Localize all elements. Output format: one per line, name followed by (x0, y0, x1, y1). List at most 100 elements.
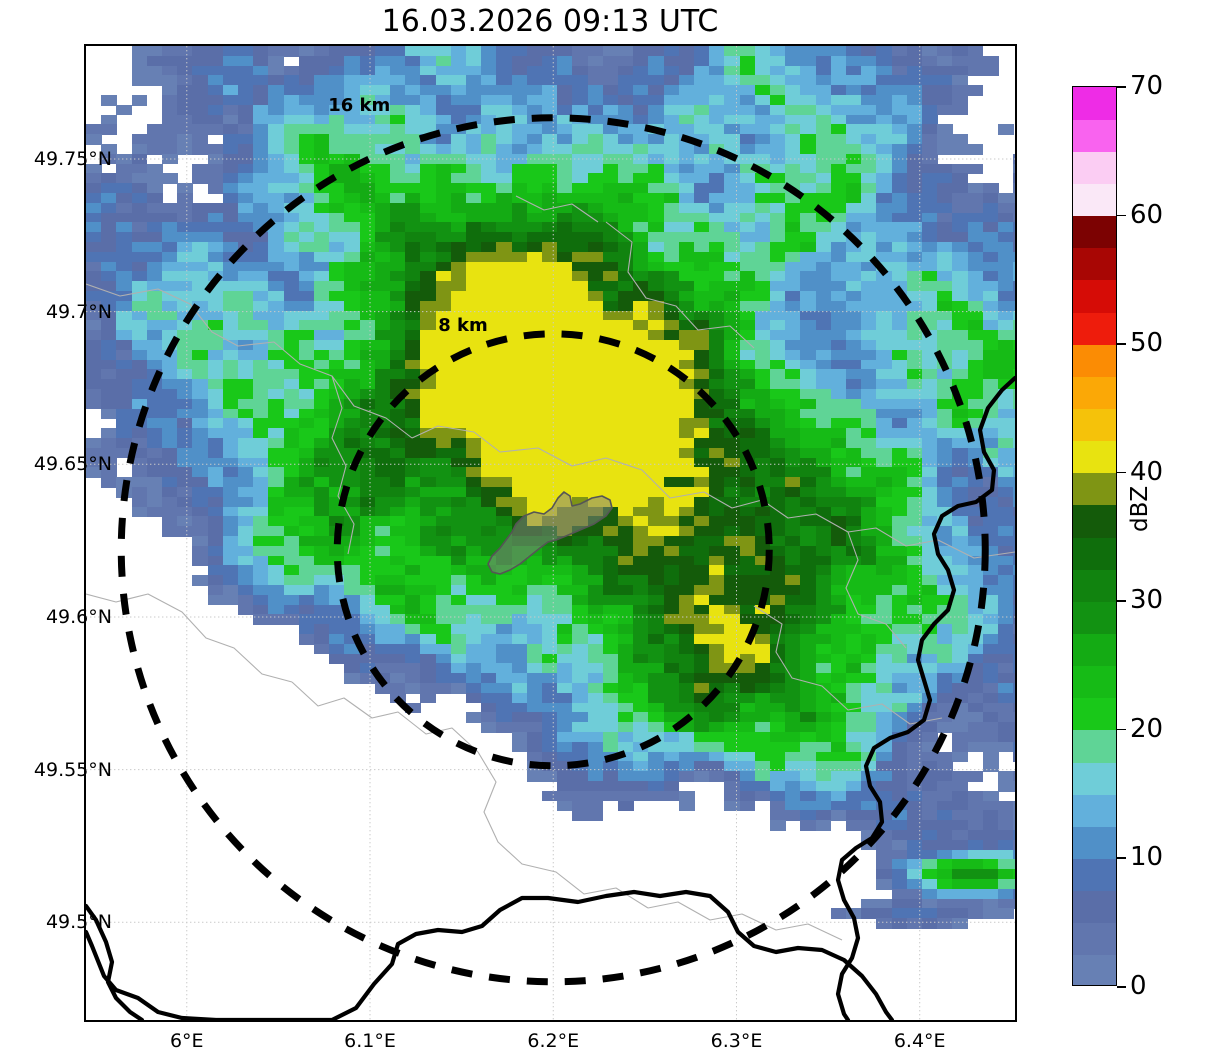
radar-cell (724, 281, 741, 292)
radar-cell (709, 232, 726, 243)
radar-cell (238, 114, 254, 126)
radar-cell (420, 183, 437, 194)
radar-cell (587, 173, 604, 184)
radar-cell (587, 193, 604, 204)
radar-cell (390, 183, 406, 194)
radar-cell (663, 46, 680, 57)
radar-cell (846, 55, 862, 67)
radar-cell (633, 242, 650, 253)
radar-cell (481, 212, 498, 224)
radar-cell (602, 124, 619, 135)
radar-cell (800, 134, 817, 145)
radar-cell (861, 55, 878, 67)
radar-cell (648, 261, 665, 273)
colorbar[interactable] (1072, 86, 1117, 986)
radar-cell (876, 173, 893, 184)
radar-cell (162, 46, 178, 57)
radar-cell (770, 232, 786, 243)
radar-cell (116, 153, 133, 165)
radar-cell (131, 222, 148, 233)
radar-cell (420, 173, 437, 184)
radar-cell (86, 202, 102, 214)
radar-cell (253, 202, 270, 214)
radar-cell (450, 251, 467, 263)
radar-cell (663, 242, 680, 253)
radar-cell (678, 271, 695, 282)
radar-cell (754, 261, 771, 273)
radar-cell (557, 173, 574, 184)
radar-cell (253, 193, 270, 204)
radar-cell (800, 85, 817, 96)
radar-cell (876, 104, 893, 116)
radar-cell (177, 242, 194, 253)
radar-cell (542, 65, 558, 77)
radar-cell (709, 104, 726, 116)
longitude-tick-label: 6.1°E (344, 1030, 396, 1052)
radar-cell (405, 163, 422, 175)
radar-cell (982, 193, 999, 204)
radar-cell (724, 261, 741, 273)
radar-cell (298, 163, 315, 175)
radar-cell (952, 281, 969, 292)
radar-cell (374, 65, 391, 77)
radar-cell (359, 242, 376, 253)
radar-cell (162, 134, 178, 145)
radar-cell (815, 281, 832, 292)
radar-cell (542, 212, 558, 224)
radar-cell (846, 163, 862, 175)
radar-cell (906, 183, 923, 194)
radar-cell (891, 193, 908, 204)
radar-cell (618, 281, 634, 292)
radar-cell (238, 222, 254, 233)
radar-cell (253, 163, 270, 175)
radar-cell (86, 251, 102, 263)
radar-cell (754, 202, 771, 214)
radar-cell (481, 232, 498, 243)
radar-cell (162, 251, 178, 263)
radar-cell (557, 124, 574, 135)
radar-cell (192, 222, 209, 233)
radar-cell (405, 251, 422, 263)
radar-cell (101, 232, 118, 243)
radar-cell (633, 163, 650, 175)
radar-cell (390, 281, 406, 292)
radar-cell (314, 104, 330, 116)
radar-cell (374, 95, 391, 106)
radar-cell (329, 85, 346, 96)
radar-cell (618, 261, 634, 273)
radar-cell (557, 163, 574, 175)
radar-cell (435, 55, 452, 67)
radar-cell (922, 46, 938, 57)
commune-boundary (515, 195, 599, 223)
radar-cell (511, 242, 528, 253)
radar-cell (207, 104, 224, 116)
radar-cell (86, 271, 102, 282)
radar-cell (329, 261, 346, 273)
radar-cell (709, 46, 726, 57)
radar-cell (131, 163, 148, 175)
colorbar-segment (1073, 762, 1116, 795)
radar-cell (602, 222, 619, 233)
radar-cell (298, 173, 315, 184)
radar-cell (542, 202, 558, 214)
radar-cell (116, 251, 133, 263)
radar-cell (557, 271, 574, 282)
radar-cell (815, 163, 832, 175)
radar-cell (982, 222, 999, 233)
radar-cell (526, 261, 543, 273)
radar-cell (906, 85, 923, 96)
radar-cell (314, 232, 330, 243)
radar-cell (1013, 232, 1015, 243)
radar-cell (542, 95, 558, 106)
radar-cell (420, 271, 437, 282)
radar-plot[interactable] (84, 44, 1017, 1022)
radar-cell (192, 202, 209, 214)
radar-cell (450, 271, 467, 282)
radar-cell (815, 85, 832, 96)
radar-cell (998, 222, 1014, 233)
colorbar-tick-label: 70 (1130, 71, 1164, 101)
radar-cell (891, 104, 908, 116)
radar-cell (146, 261, 163, 273)
radar-cell (207, 65, 224, 77)
radar-cell (131, 55, 148, 67)
